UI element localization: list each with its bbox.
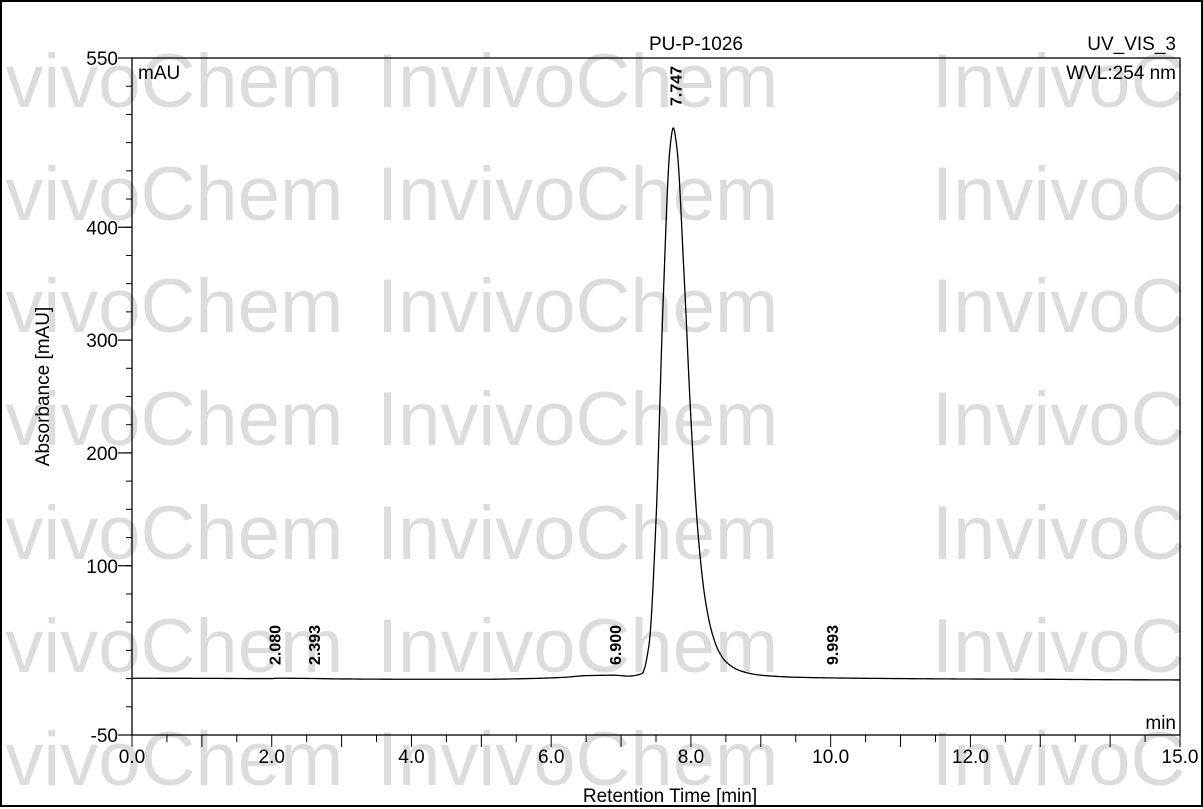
- x-tick-label: 6.0: [538, 747, 564, 768]
- watermark-text: InvivoChem: [377, 377, 778, 462]
- peak-label: 9.993: [825, 625, 842, 665]
- y-axis-title: Absorbance [mAU]: [33, 307, 54, 466]
- y-tick-label: -50: [91, 726, 118, 747]
- watermark-text: InvivoChem: [377, 604, 778, 689]
- y-tick-label: 300: [86, 331, 118, 352]
- watermark-text: InvivoC: [932, 264, 1185, 349]
- x-tick-label: 10.0: [812, 747, 849, 768]
- chromatogram-trace: [131, 127, 1181, 681]
- watermark-text: InvivoChem: [377, 39, 778, 124]
- watermark-text: InvivoC: [932, 717, 1185, 802]
- watermark-text: InvivoChem: [2, 39, 343, 124]
- peak-label: 6.900: [608, 625, 625, 665]
- x-axis-title: Retention Time [min]: [583, 786, 757, 807]
- watermark-text: InvivoChem: [2, 491, 343, 576]
- x-tick-label: 4.0: [398, 747, 424, 768]
- watermark-text: InvivoChem: [377, 152, 778, 237]
- y-tick-label: 100: [86, 557, 118, 578]
- y-tick-label: 550: [86, 49, 118, 70]
- watermark-text: InvivoChem: [377, 264, 778, 349]
- x-tick-label: 0.0: [119, 747, 145, 768]
- watermark-text: InvivoC: [932, 377, 1185, 462]
- x-tick-label: 15.0: [1162, 747, 1199, 768]
- watermark-text: InvivoC: [932, 604, 1185, 689]
- watermark-text: InvivoChem: [377, 491, 778, 576]
- watermark-text: InvivoChem: [2, 152, 343, 237]
- x-unit-label: min: [1145, 713, 1176, 734]
- x-tick-label: 2.0: [259, 747, 285, 768]
- watermark-text: InvivoC: [932, 491, 1185, 576]
- y-unit-label: mAU: [138, 63, 180, 84]
- x-tick-label: 8.0: [678, 747, 704, 768]
- peak-label: 2.080: [267, 625, 284, 665]
- wavelength-label: WVL:254 nm: [1066, 63, 1176, 84]
- y-tick-label: 200: [86, 444, 118, 465]
- watermark-text: InvivoChem: [2, 264, 343, 349]
- y-tick-label: 400: [86, 218, 118, 239]
- watermark-text: InvivoC: [932, 39, 1185, 124]
- watermark-text: InvivoC: [932, 152, 1185, 237]
- channel-label: UV_VIS_3: [1087, 34, 1176, 55]
- watermark-text: InvivoChem: [2, 377, 343, 462]
- peak-label: 7.747: [668, 66, 685, 106]
- watermark-text: InvivoChem: [2, 604, 343, 689]
- watermark-text: InvivoChem: [2, 717, 343, 802]
- peak-label: 2.393: [307, 625, 324, 665]
- chart-title: PU-P-1026: [649, 34, 743, 55]
- watermark-text: InvivoChem: [377, 717, 778, 802]
- x-tick-label: 12.0: [952, 747, 989, 768]
